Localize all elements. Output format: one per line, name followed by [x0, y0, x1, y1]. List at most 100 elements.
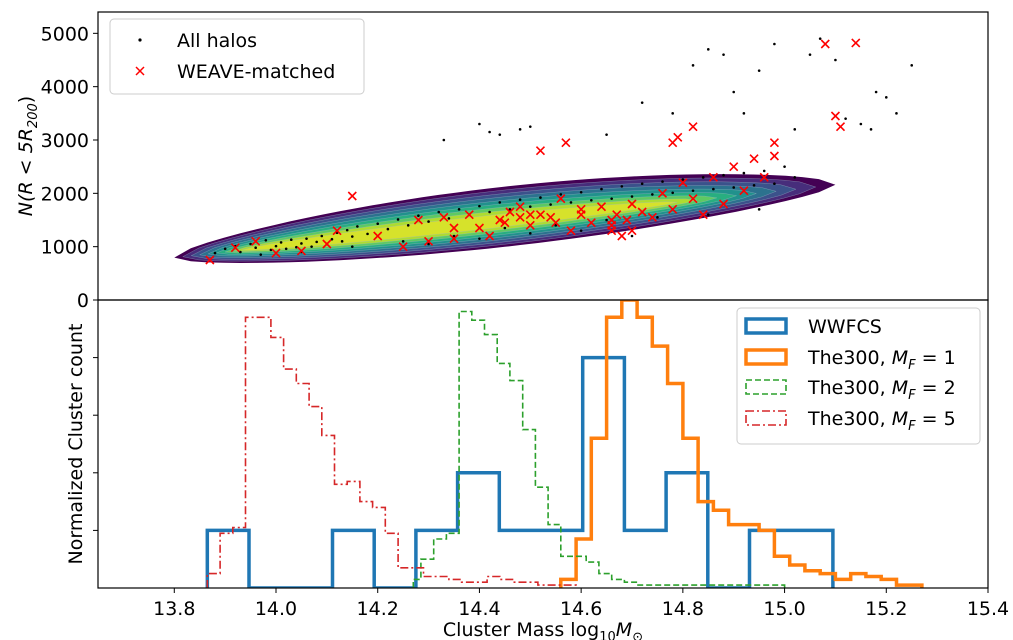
- halo-point: [539, 196, 542, 199]
- halo-point: [478, 123, 481, 126]
- halo-point: [280, 241, 283, 244]
- halo-point: [224, 248, 227, 251]
- halo-point: [732, 91, 735, 94]
- halo-point: [488, 131, 491, 134]
- x-tick-label: 14.2: [357, 598, 399, 620]
- halo-point: [671, 112, 674, 115]
- top-ylabel-sub: 200: [26, 103, 41, 128]
- halo-point: [351, 235, 354, 238]
- weave-point: [852, 39, 860, 47]
- top-y-tick-label: 4000: [41, 77, 89, 99]
- halo-point: [529, 232, 532, 235]
- halo-point: [610, 197, 613, 200]
- halo-point: [758, 69, 761, 72]
- bottom-y-axis-label: Normalized Cluster count: [65, 324, 87, 565]
- legend-mf5-eq: = 5: [916, 408, 956, 430]
- halo-point: [773, 182, 776, 185]
- halo-point: [621, 185, 624, 188]
- halo-point: [549, 203, 552, 206]
- x-tick-label: 15.4: [967, 598, 1009, 620]
- top-y-tick-label: 0: [77, 290, 89, 312]
- halo-point: [498, 201, 501, 204]
- halo-point: [560, 193, 563, 196]
- halo-point: [488, 211, 491, 214]
- top-scatter-panel: 010002000300040005000 All halos WEAVE-ma…: [15, 12, 988, 312]
- halo-point: [387, 228, 390, 231]
- halo-point: [305, 237, 308, 240]
- x-tick-label: 14.4: [458, 598, 500, 620]
- halo-point: [793, 176, 796, 179]
- halo-point: [753, 184, 756, 187]
- top-ylabel-end: ): [15, 96, 37, 103]
- halo-point: [651, 193, 654, 196]
- halo-point: [722, 53, 725, 56]
- halo-point: [478, 237, 481, 240]
- halo-point: [443, 139, 446, 142]
- halo-point: [310, 245, 313, 248]
- halo-point: [885, 96, 888, 99]
- halo-point: [692, 64, 695, 67]
- x-tick-label: 14.0: [255, 598, 297, 620]
- top-y-tick-label: 5000: [41, 23, 89, 45]
- weave-point: [689, 123, 697, 131]
- histogram-series-2: [413, 312, 784, 589]
- halo-point: [641, 182, 644, 185]
- halo-point: [478, 205, 481, 208]
- halo-point: [356, 225, 359, 228]
- halo-point: [580, 229, 583, 232]
- halo-point: [743, 172, 746, 175]
- histogram-series-3: [207, 317, 576, 588]
- xlabel-m: M: [616, 619, 632, 640]
- halo-point: [519, 198, 522, 201]
- legend-mf5-prefix: The300,: [807, 408, 892, 430]
- halo-point: [570, 201, 573, 204]
- halo-point: [707, 213, 710, 216]
- halo-point: [366, 233, 369, 236]
- weave-point: [562, 139, 570, 147]
- halo-point: [763, 170, 766, 173]
- halo-point: [707, 48, 710, 51]
- halo-point: [600, 188, 603, 191]
- halo-point: [285, 248, 288, 251]
- weave-point: [536, 147, 544, 155]
- x-tick-label: 14.8: [662, 598, 704, 620]
- legend-mf1-eq: = 1: [916, 347, 956, 369]
- legend-mf2-var: M: [892, 377, 908, 399]
- halo-point: [437, 211, 440, 214]
- x-axis-label: Cluster Mass log10M⊙: [443, 619, 643, 640]
- legend-mf2-eq: = 2: [916, 377, 956, 399]
- halo-point: [529, 125, 532, 128]
- top-y-ticks: 010002000300040005000: [41, 23, 98, 312]
- halo-point: [605, 133, 608, 136]
- top-y-tick-label: 2000: [41, 183, 89, 205]
- x-tick-label: 14.6: [560, 598, 602, 620]
- legend-label-wwfcs: WWFCS: [808, 316, 882, 338]
- halo-point: [809, 53, 812, 56]
- halo-point: [519, 128, 522, 131]
- halo-point: [834, 59, 837, 62]
- halo-point: [275, 245, 278, 248]
- halo-point: [320, 235, 323, 238]
- halo-point: [641, 101, 644, 104]
- halo-point: [407, 224, 410, 227]
- halo-point: [631, 195, 634, 198]
- xlabel-msub: ⊙: [632, 630, 643, 640]
- legend-marker-dot: [138, 38, 141, 41]
- halo-point: [417, 214, 420, 217]
- halo-point: [875, 91, 878, 94]
- halo-point: [605, 219, 608, 222]
- xlabel-main: Cluster Mass log: [443, 619, 599, 640]
- halo-point: [895, 112, 898, 115]
- halo-point: [860, 123, 863, 126]
- halo-point: [300, 242, 303, 245]
- halo-point: [712, 188, 715, 191]
- halo-point: [498, 133, 501, 136]
- x-tick-label: 15.0: [763, 598, 805, 620]
- halo-point: [341, 240, 344, 243]
- halo-point: [702, 176, 705, 179]
- weave-point: [618, 232, 626, 240]
- halo-point: [661, 180, 664, 183]
- halo-point: [315, 241, 318, 244]
- bottom-y-ticks: [93, 300, 98, 530]
- halo-point: [448, 217, 451, 220]
